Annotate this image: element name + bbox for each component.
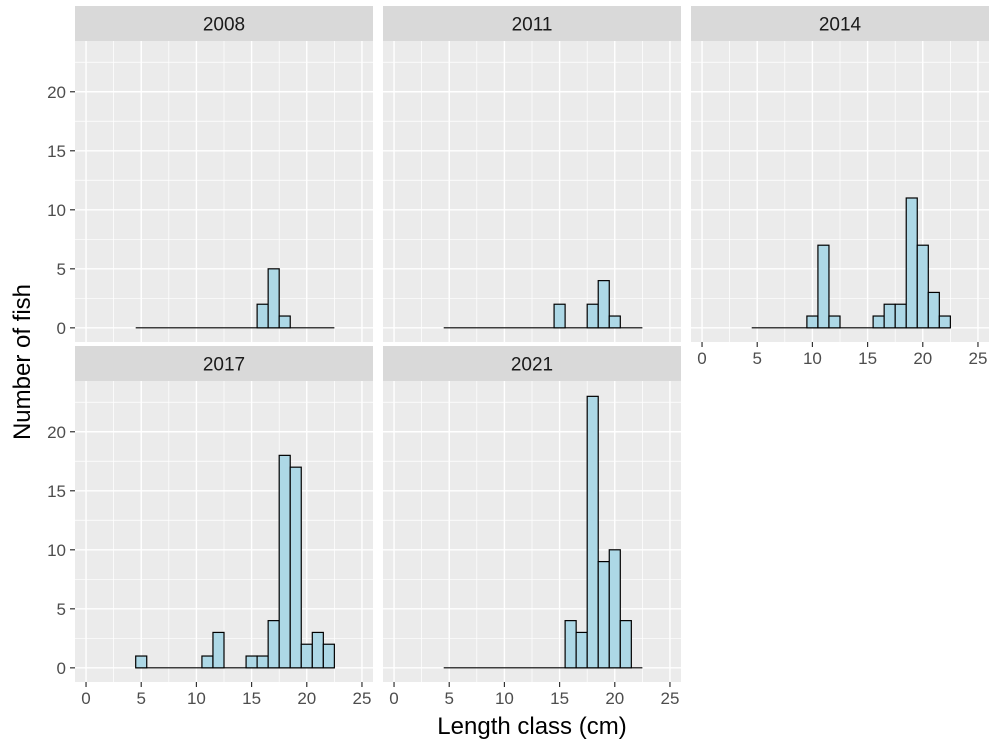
histogram-bar bbox=[828, 315, 841, 329]
histogram-bar bbox=[927, 291, 940, 329]
histogram-bar bbox=[256, 655, 269, 669]
x-tick-label: 25 bbox=[353, 689, 372, 708]
y-tick-label: 10 bbox=[47, 201, 66, 220]
facet-panel-2011: 2011 bbox=[383, 6, 681, 342]
x-tick-label: 20 bbox=[913, 349, 932, 368]
y-tick-label: 5 bbox=[57, 600, 66, 619]
y-tick-label: 0 bbox=[57, 659, 66, 678]
x-tick-label: 20 bbox=[605, 689, 624, 708]
x-tick-label: 10 bbox=[803, 349, 822, 368]
histogram-bar bbox=[608, 549, 621, 669]
facet-strip-label: 2021 bbox=[511, 355, 553, 376]
histogram-bar bbox=[608, 315, 621, 329]
facet-panel-2014: 2014 0 5 10 15 20 25 bbox=[691, 6, 989, 368]
histogram-bar bbox=[212, 631, 225, 669]
x-tick-label: 15 bbox=[242, 689, 261, 708]
histogram-bar bbox=[905, 197, 918, 329]
x-tick-label: 5 bbox=[136, 689, 145, 708]
histogram-bar bbox=[938, 315, 951, 329]
histogram-bar bbox=[289, 466, 302, 669]
facet-strip-label: 2011 bbox=[512, 15, 553, 36]
facet-strip-label: 2017 bbox=[203, 355, 245, 376]
histogram-bar bbox=[135, 655, 148, 669]
facet-strip bbox=[383, 346, 681, 381]
x-tick-label: 0 bbox=[81, 689, 90, 708]
histogram-bar bbox=[311, 631, 324, 669]
histogram-bar bbox=[575, 631, 588, 669]
histogram-bar bbox=[597, 280, 610, 329]
y-tick-label: 20 bbox=[47, 83, 66, 102]
x-tick-label: 10 bbox=[495, 689, 514, 708]
x-tick-label: 25 bbox=[969, 349, 988, 368]
histogram-bar bbox=[201, 655, 214, 669]
histogram-bar bbox=[597, 560, 610, 669]
y-tick-label: 0 bbox=[57, 319, 66, 338]
x-tick-label: 20 bbox=[297, 689, 316, 708]
facet-strip bbox=[383, 6, 681, 41]
histogram-bar bbox=[245, 655, 258, 669]
x-tick-label: 0 bbox=[697, 349, 706, 368]
facet-panel-2008: 2008 0 5 10 15 20 bbox=[47, 6, 373, 342]
x-tick-label: 5 bbox=[752, 349, 761, 368]
histogram-bar bbox=[916, 244, 929, 329]
histogram-bar bbox=[872, 315, 885, 329]
histogram-bar bbox=[883, 303, 896, 329]
facet-strip bbox=[75, 346, 373, 381]
histogram-bar bbox=[586, 395, 599, 669]
facet-strip bbox=[75, 6, 373, 41]
histogram-bar bbox=[267, 620, 280, 669]
facet-panel-2017: 2017 0 5 10 15 20 0 5 10 15 20 25 bbox=[47, 346, 373, 708]
histogram-bar bbox=[894, 303, 907, 329]
y-tick-label: 10 bbox=[47, 541, 66, 560]
x-tick-label: 15 bbox=[550, 689, 569, 708]
y-tick-label: 5 bbox=[57, 260, 66, 279]
facet-strip-label: 2008 bbox=[203, 15, 245, 36]
y-tick-label: 15 bbox=[47, 142, 66, 161]
histogram-bar bbox=[817, 244, 830, 329]
facet-strip bbox=[691, 6, 989, 41]
histogram-bar bbox=[619, 620, 632, 669]
histogram-bar bbox=[278, 315, 291, 329]
x-tick-label: 25 bbox=[661, 689, 680, 708]
histogram-bar bbox=[278, 454, 291, 669]
y-tick-label: 20 bbox=[47, 423, 66, 442]
histogram-bar bbox=[806, 315, 819, 329]
y-axis-title: Number of fish bbox=[9, 284, 36, 440]
histogram-bar bbox=[322, 643, 335, 669]
x-tick-label: 5 bbox=[444, 689, 453, 708]
histogram-bar bbox=[586, 303, 599, 329]
x-tick-label: 0 bbox=[389, 689, 398, 708]
histogram-bar bbox=[564, 620, 577, 669]
histogram-bar bbox=[300, 643, 313, 669]
histogram-bar bbox=[267, 268, 280, 329]
facet-panel-2021: 2021 0 5 10 15 20 25 bbox=[383, 346, 681, 708]
histogram-bar bbox=[553, 303, 566, 329]
x-tick-label: 10 bbox=[187, 689, 206, 708]
y-tick-label: 15 bbox=[47, 482, 66, 501]
x-axis-title: Length class (cm) bbox=[437, 713, 626, 740]
facet-strip-label: 2014 bbox=[819, 15, 862, 36]
histogram-bar bbox=[256, 303, 269, 329]
x-tick-label: 15 bbox=[858, 349, 877, 368]
